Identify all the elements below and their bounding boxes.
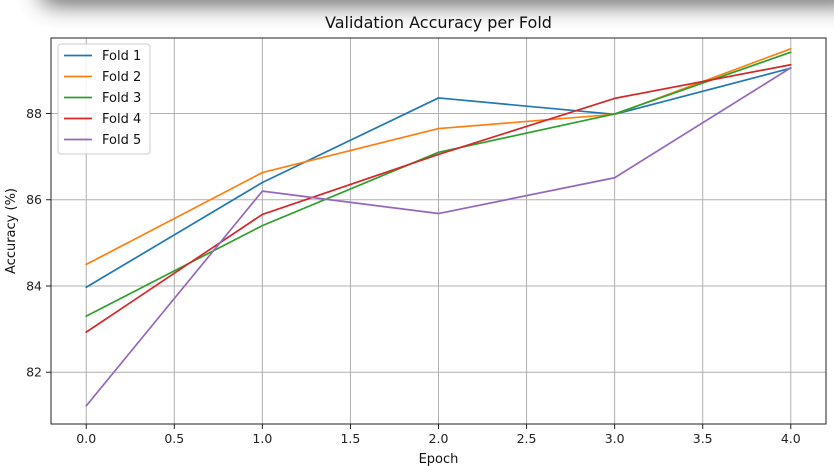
y-axis-label: Accuracy (%) xyxy=(4,188,19,274)
legend-label-fold-4: Fold 4 xyxy=(102,112,141,127)
window-top-shadow xyxy=(40,0,834,4)
x-tick-label: 1.5 xyxy=(340,431,360,446)
series-line-fold-1 xyxy=(85,67,792,289)
y-tick-label: 82 xyxy=(26,365,42,380)
legend: Fold 1 Fold 2 Fold 3 Fold 4 Fold 5 xyxy=(57,43,151,155)
legend-label-fold-5: Fold 5 xyxy=(102,133,141,148)
series-lines xyxy=(85,47,792,407)
grid xyxy=(51,38,826,424)
x-tick-label: 1.0 xyxy=(252,431,272,446)
series-line-fold-5 xyxy=(85,66,792,407)
y-tick-label: 86 xyxy=(26,192,42,207)
x-tick-label: 3.0 xyxy=(605,431,625,446)
series-line-fold-3 xyxy=(85,51,792,318)
legend-label-fold-3: Fold 3 xyxy=(102,91,141,106)
series-line-fold-4 xyxy=(85,63,792,333)
x-tick-label: 3.5 xyxy=(693,431,713,446)
y-tick-label: 88 xyxy=(26,106,42,121)
x-tick-label: 4.0 xyxy=(781,431,801,446)
x-tick-label: 2.5 xyxy=(517,431,537,446)
legend-label-fold-2: Fold 2 xyxy=(102,70,141,85)
x-tick-label: 2.0 xyxy=(429,431,449,446)
legend-label-fold-1: Fold 1 xyxy=(102,49,141,64)
x-tick-label: 0.5 xyxy=(164,431,184,446)
chart-title: Validation Accuracy per Fold xyxy=(325,13,552,32)
x-axis-ticks: 0.0 0.5 1.0 1.5 2.0 2.5 3.0 3.5 4.0 xyxy=(76,424,801,446)
legend-box xyxy=(57,43,151,155)
x-tick-label: 0.0 xyxy=(76,431,96,446)
x-axis-label: Epoch xyxy=(419,452,459,466)
legend-items: Fold 1 Fold 2 Fold 3 Fold 4 Fold 5 xyxy=(64,49,141,148)
y-axis-ticks: 82 84 86 88 xyxy=(26,106,51,380)
y-tick-label: 84 xyxy=(26,278,42,293)
